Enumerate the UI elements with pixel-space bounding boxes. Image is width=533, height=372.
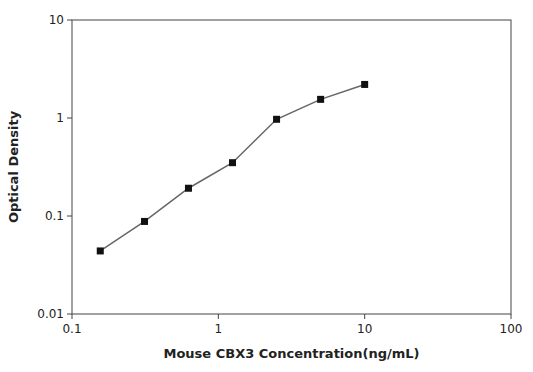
marker	[229, 159, 236, 166]
y-tick	[67, 118, 72, 119]
marker	[273, 116, 280, 123]
y-tick-label: 1	[56, 111, 64, 125]
x-tick-label: 1	[215, 322, 223, 336]
line	[100, 84, 364, 251]
y-axis-label: Optical Density	[6, 110, 21, 223]
marker	[141, 218, 148, 225]
x-tick-label: 100	[500, 322, 523, 336]
y-tick-label: 0.01	[37, 307, 64, 321]
marker	[317, 96, 324, 103]
x-tick	[218, 314, 219, 319]
y-tick-label: 10	[49, 13, 64, 27]
x-tick	[364, 314, 365, 319]
x-tick	[72, 314, 73, 319]
y-tick	[67, 20, 72, 21]
marker	[185, 185, 192, 192]
plot-frame	[72, 20, 511, 314]
marker	[361, 81, 368, 88]
axes: 0.11101000.010.1110	[37, 13, 522, 336]
x-axis-label: Mouse CBX3 Concentration(ng/mL)	[163, 346, 419, 361]
y-tick	[67, 216, 72, 217]
chart-container: 0.11101000.010.1110Mouse CBX3 Concentrat…	[0, 0, 533, 372]
data	[97, 81, 368, 254]
y-tick-label: 0.1	[45, 209, 64, 223]
y-tick	[67, 314, 72, 315]
marker	[97, 247, 104, 254]
chart: 0.11101000.010.1110Mouse CBX3 Concentrat…	[0, 0, 533, 372]
x-tick-label: 0.1	[62, 322, 81, 336]
x-tick	[511, 314, 512, 319]
x-tick-label: 10	[357, 322, 372, 336]
